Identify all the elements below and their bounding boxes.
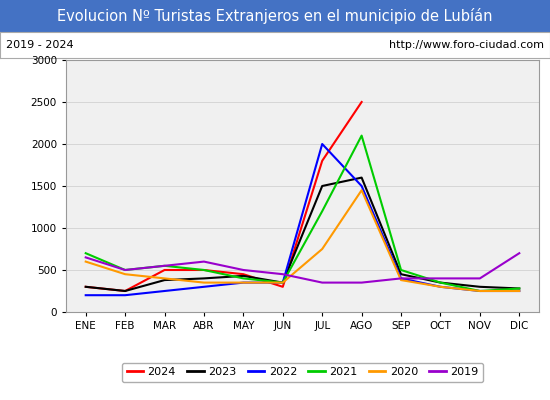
Text: Evolucion Nº Turistas Extranjeros en el municipio de Lubíán: Evolucion Nº Turistas Extranjeros en el … <box>57 8 493 24</box>
Text: 2019 - 2024: 2019 - 2024 <box>6 40 73 50</box>
Text: http://www.foro-ciudad.com: http://www.foro-ciudad.com <box>389 40 544 50</box>
Legend: 2024, 2023, 2022, 2021, 2020, 2019: 2024, 2023, 2022, 2021, 2020, 2019 <box>122 363 483 382</box>
